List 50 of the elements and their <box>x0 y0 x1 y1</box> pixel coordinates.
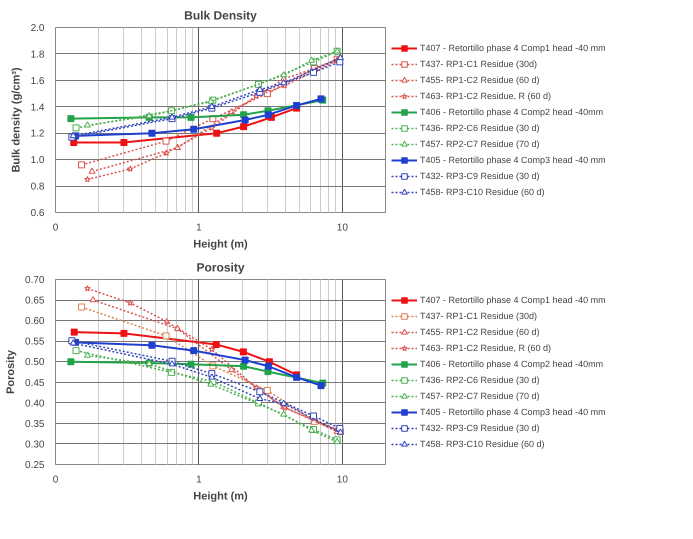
y-tick-label: 0.25 <box>25 460 45 471</box>
x-axis-title: Height (m) <box>193 490 248 502</box>
legend-label: T457- RP2-C7 Residue (70 d) <box>420 138 540 150</box>
legend-label: T437- RP1-C1 Residue (30d) <box>420 310 538 322</box>
y-tick-label: 1.4 <box>30 102 45 114</box>
x-axis-title: Height (m) <box>193 238 248 250</box>
y-tick-label: 1.2 <box>30 128 45 140</box>
legend-label: T406 - Retortillo phase 4 Comp2 head -40mm <box>420 358 604 370</box>
chart-title: Porosity <box>196 260 245 274</box>
legend-label: T407 - Retortillo phase 4 Comp1 head -40 mm <box>420 294 606 306</box>
x-tick-label: 10 <box>336 222 348 234</box>
y-tick-label: 0.70 <box>25 275 45 286</box>
x-tick-label: 1 <box>196 474 202 486</box>
chart-title: Bulk Density <box>184 8 258 22</box>
x-tick-label: 0 <box>52 474 59 486</box>
legend-label: T458- RP3-C10 Residue (60 d) <box>420 186 545 198</box>
x-tick-label: 0 <box>52 222 59 234</box>
y-tick-label: 1.8 <box>30 49 45 60</box>
y-tick-label: 0.50 <box>25 357 45 368</box>
legend-label: T458- RP3-C10 Residue (60 d) <box>420 438 545 450</box>
y-tick-label: 0.55 <box>25 336 45 348</box>
legend-label: T463- RP1-C2 Residue, R (60 d) <box>420 342 552 354</box>
y-tick-label: 1.6 <box>30 76 45 87</box>
y-axis-title: Porosity <box>5 349 18 394</box>
y-tick-label: 0.40 <box>25 398 45 410</box>
legend-label: T463- RP1-C2 Residue, R (60 d) <box>420 90 552 102</box>
legend-label: T432- RP3-C9 Residue (30 d) <box>420 422 540 434</box>
y-tick-label: 1.0 <box>30 155 45 166</box>
y-tick-label: 0.8 <box>30 182 45 193</box>
y-tick-label: 0.6 <box>30 208 45 219</box>
y-tick-label: 0.65 <box>25 296 45 307</box>
legend-label: T405 - Retortillo phase 4 Comp3 head -40 mm <box>420 406 606 418</box>
y-axis-title: Bulk density (g/cm³) <box>10 67 23 173</box>
y-tick-label: 0.35 <box>25 418 45 430</box>
legend-label: T455- RP1-C2 Residue (60 d) <box>420 326 540 338</box>
legend-label: T407 - Retortillo phase 4 Comp1 head -40 mm <box>420 42 606 54</box>
y-tick-label: 2.0 <box>30 23 45 34</box>
x-tick-label: 10 <box>336 474 348 486</box>
legend-label: T437- RP1-C1 Residue (30d) <box>420 58 538 70</box>
y-tick-label: 0.45 <box>25 378 45 389</box>
legend-label: T432- RP3-C9 Residue (30 d) <box>420 170 540 182</box>
legend-label: T406 - Retortillo phase 4 Comp2 head -40mm <box>420 106 604 118</box>
y-tick-label: 0.30 <box>25 439 45 450</box>
legend-label: T457- RP2-C7 Residue (70 d) <box>420 390 540 402</box>
legend-label: T405 - Retortillo phase 4 Comp3 head -40 mm <box>420 154 606 166</box>
x-tick-label: 1 <box>196 222 202 234</box>
legend-label: T436- RP2-C6 Residue (30 d) <box>420 374 540 386</box>
legend-label: T455- RP1-C2 Residue (60 d) <box>420 74 540 86</box>
y-tick-label: 0.60 <box>25 316 45 328</box>
legend-label: T436- RP2-C6 Residue (30 d) <box>420 122 540 134</box>
